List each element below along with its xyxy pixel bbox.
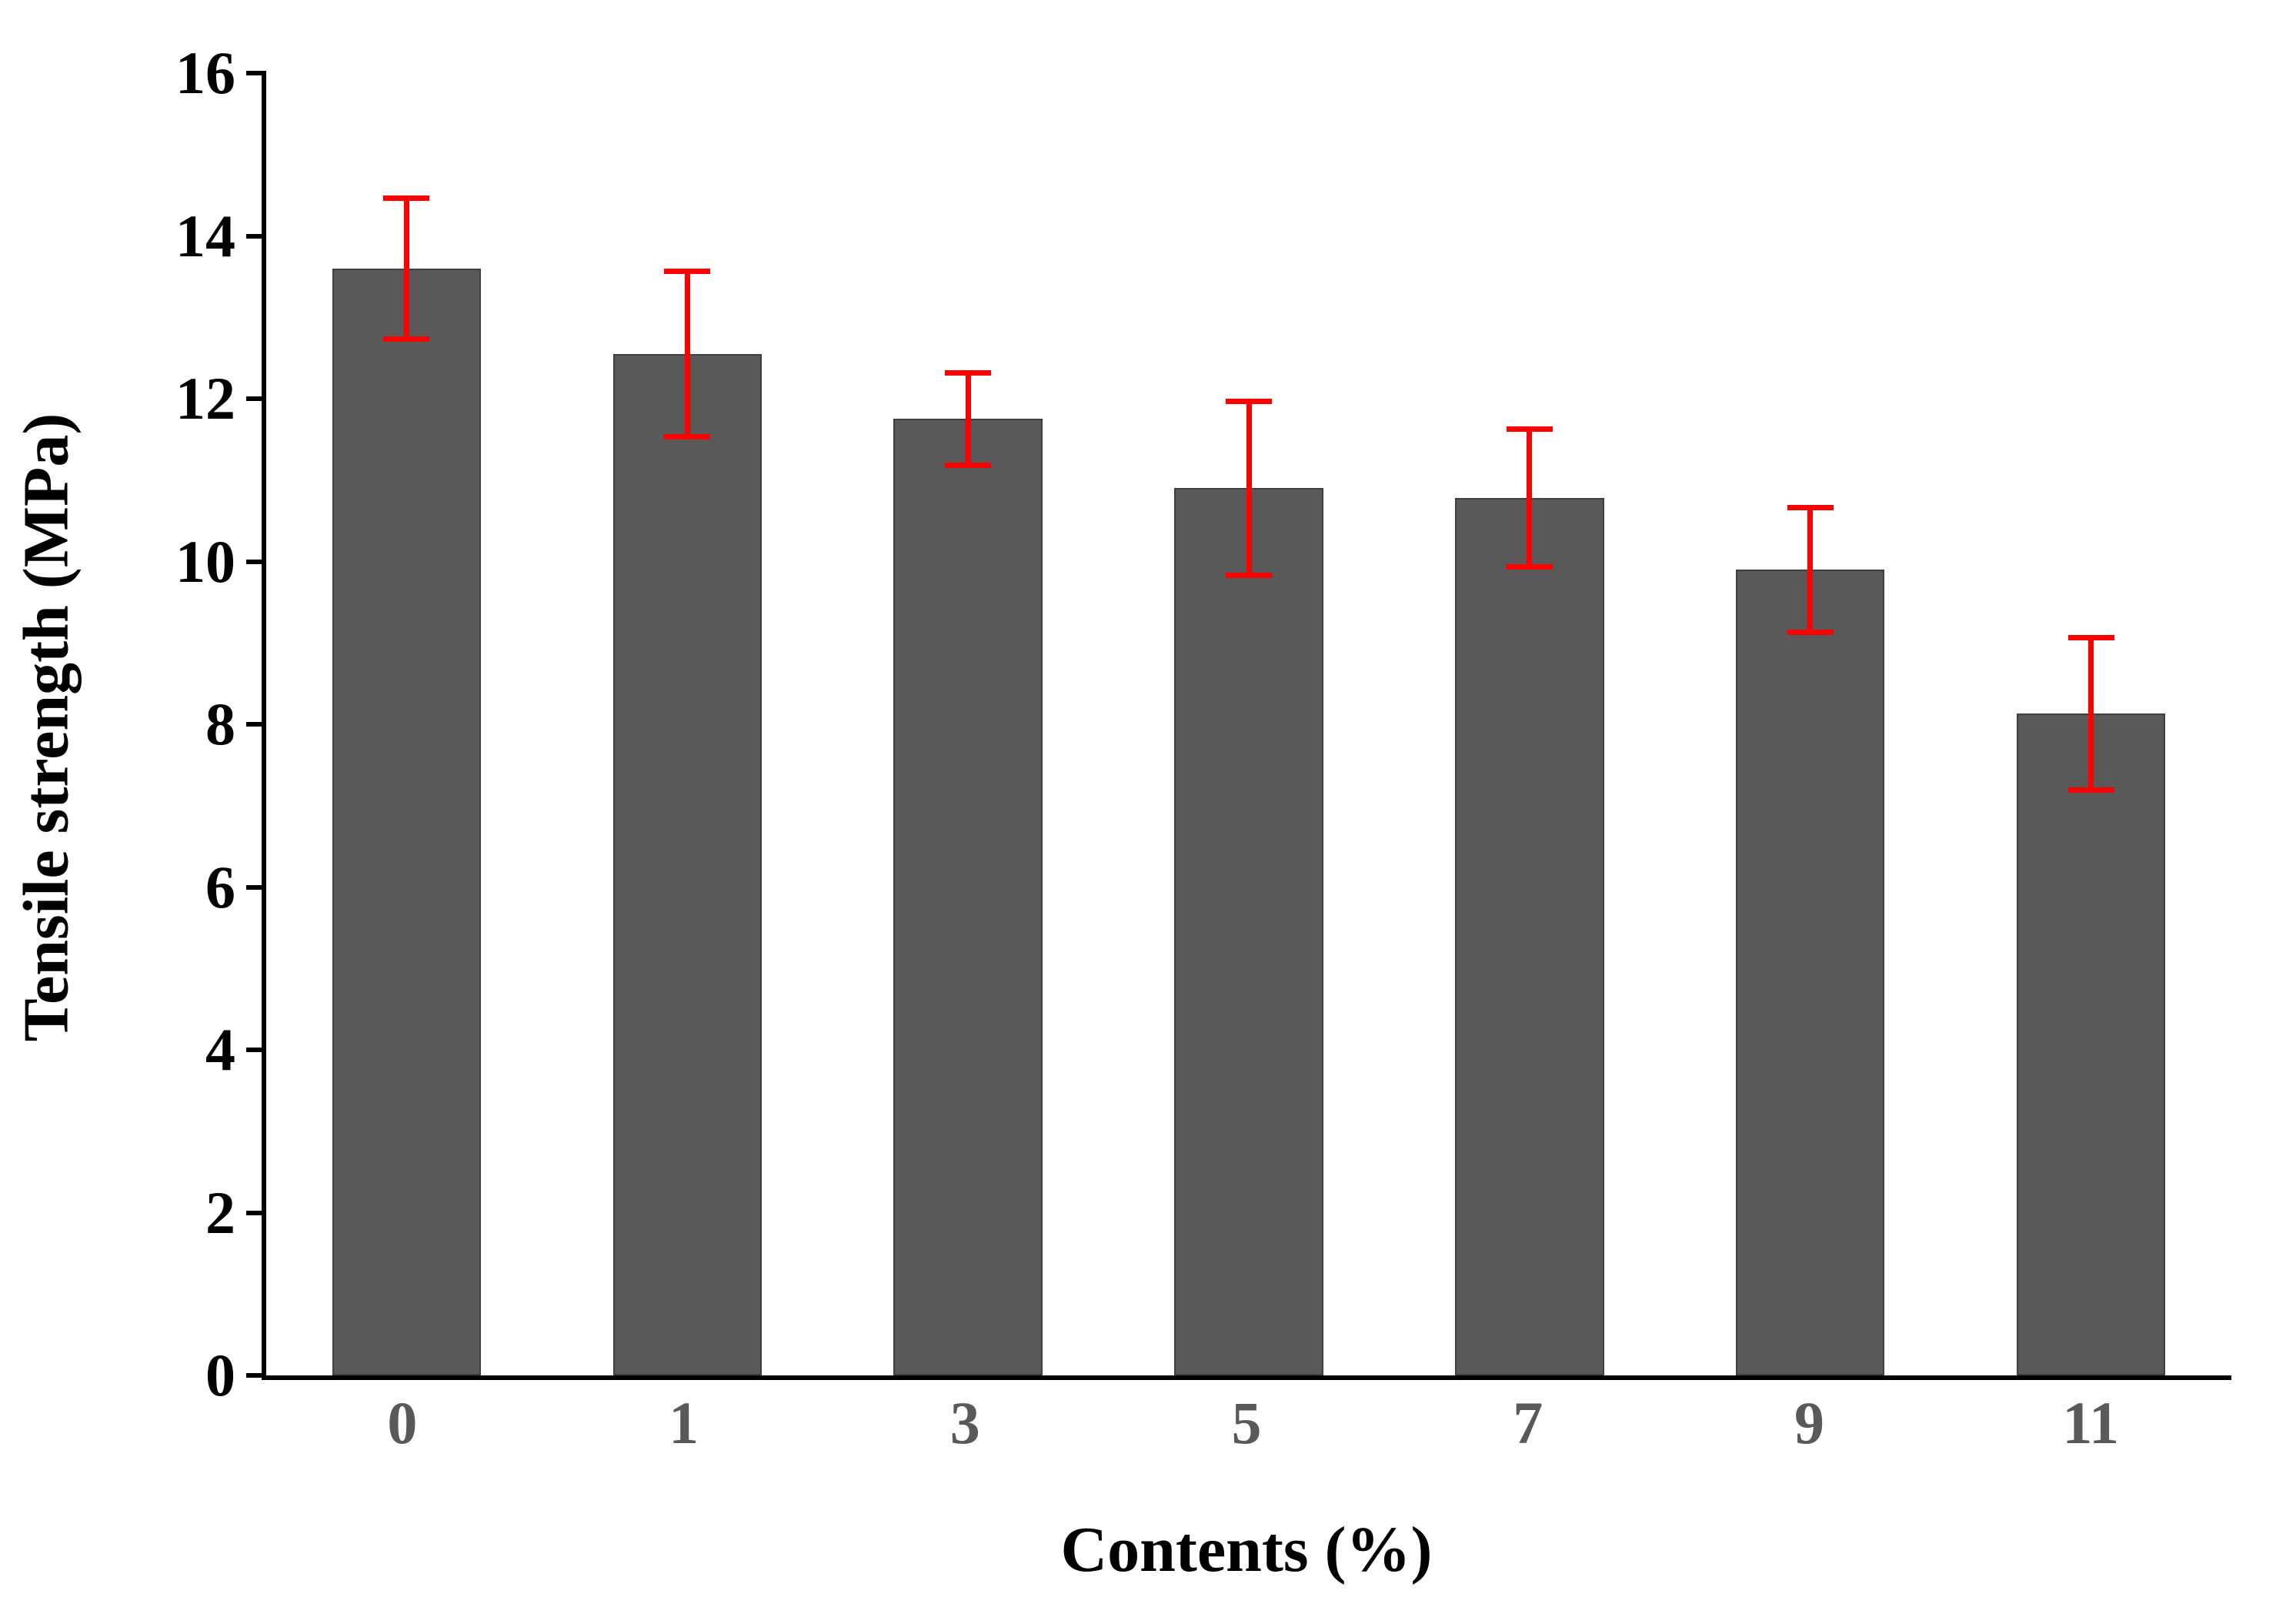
x-tick-label: 5	[1231, 1389, 1262, 1456]
bar	[612, 353, 762, 1375]
y-tick-label: 4	[205, 1016, 235, 1083]
error-bar-cap-top	[383, 195, 430, 201]
error-bar-cap-bottom	[1506, 564, 1553, 570]
y-tick-label: 6	[205, 853, 235, 921]
error-bar-cap-top	[1226, 399, 1272, 405]
bar	[2016, 713, 2166, 1375]
error-bar-cap-bottom	[664, 433, 711, 439]
error-bar	[1226, 399, 1272, 578]
y-tick-mark	[246, 71, 266, 75]
error-bar-cap-top	[664, 268, 711, 274]
bar	[893, 419, 1043, 1375]
error-bar-cap-top	[1787, 504, 1834, 510]
error-bar-stem	[1246, 399, 1252, 578]
error-bar-cap-top	[2067, 634, 2114, 640]
error-bar	[664, 268, 711, 439]
error-bar-stem	[1807, 504, 1814, 635]
x-axis-ticks: 0 1 3 5 7 9 11	[262, 1393, 2231, 1453]
bar-slot	[1951, 73, 2231, 1375]
error-bar-cap-bottom	[1226, 572, 1272, 578]
error-bar-stem	[2088, 634, 2094, 793]
bar-slot	[266, 73, 547, 1375]
bars	[266, 73, 2231, 1375]
y-axis-title: Tensile strength (MPa)	[10, 413, 82, 1042]
y-tick-label: 14	[175, 202, 235, 269]
error-bar-cap-bottom	[1787, 629, 1834, 635]
y-tick-mark	[246, 559, 266, 564]
y-tick-mark	[246, 396, 266, 401]
error-bar	[1506, 426, 1553, 570]
x-tick-label: 9	[1794, 1389, 1824, 1456]
y-tick-mark	[246, 1048, 266, 1052]
y-tick-label: 8	[205, 690, 235, 757]
y-tick-label: 10	[175, 527, 235, 595]
bar	[332, 268, 482, 1375]
x-tick-label: 0	[387, 1389, 418, 1456]
error-bar	[383, 195, 430, 342]
error-bar	[1787, 504, 1834, 635]
y-tick-label: 16	[175, 39, 235, 106]
plot-area: 0 2 4 6 8 10 12 14 16	[175, 43, 2231, 1405]
bar-slot	[828, 73, 1109, 1375]
bar	[1174, 488, 1323, 1375]
bar	[1736, 570, 1885, 1375]
bar-slot	[547, 73, 828, 1375]
y-tick-mark	[246, 884, 266, 890]
y-tick-label: 0	[205, 1342, 235, 1408]
error-bar-stem	[965, 370, 971, 468]
y-tick-label: 12	[175, 365, 235, 432]
error-bar	[945, 370, 992, 468]
y-tick-label: 2	[205, 1178, 235, 1246]
x-axis-title: Contents (%)	[1060, 1514, 1433, 1586]
y-tick-mark	[246, 722, 266, 727]
error-bar-cap-top	[1506, 426, 1553, 432]
bar-slot	[1670, 73, 1951, 1375]
error-bar	[2067, 634, 2114, 793]
error-bar-stem	[1527, 426, 1533, 570]
error-bar-stem	[403, 195, 409, 342]
y-tick-mark	[246, 233, 266, 239]
bar	[1455, 498, 1604, 1375]
error-bar-cap-top	[945, 370, 992, 376]
error-bar-cap-bottom	[2067, 787, 2114, 793]
x-tick-label: 3	[949, 1389, 980, 1456]
x-tick-label: 1	[669, 1389, 699, 1456]
y-tick-mark	[246, 1210, 266, 1215]
y-tick-mark	[246, 1373, 266, 1378]
x-tick-label: 11	[2062, 1389, 2120, 1456]
error-bar-stem	[684, 268, 690, 439]
error-bar-cap-bottom	[383, 336, 430, 342]
x-tick-label: 7	[1513, 1389, 1543, 1456]
bar-slot	[1389, 73, 1670, 1375]
bar-slot	[1109, 73, 1390, 1375]
error-bar-cap-bottom	[945, 462, 992, 468]
